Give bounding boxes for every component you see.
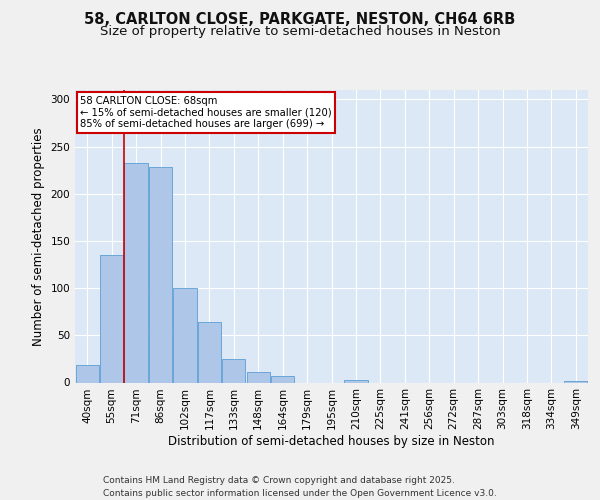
X-axis label: Distribution of semi-detached houses by size in Neston: Distribution of semi-detached houses by …	[168, 435, 495, 448]
Bar	[76, 364, 99, 382]
Bar	[173, 288, 197, 382]
Bar	[124, 162, 148, 382]
Text: Contains HM Land Registry data © Crown copyright and database right 2025.
Contai: Contains HM Land Registry data © Crown c…	[103, 476, 497, 498]
Bar	[198, 322, 221, 382]
Bar	[100, 255, 123, 382]
Text: 58 CARLTON CLOSE: 68sqm
← 15% of semi-detached houses are smaller (120)
85% of s: 58 CARLTON CLOSE: 68sqm ← 15% of semi-de…	[80, 96, 332, 129]
Y-axis label: Number of semi-detached properties: Number of semi-detached properties	[32, 127, 45, 346]
Bar	[344, 380, 368, 382]
Text: 58, CARLTON CLOSE, PARKGATE, NESTON, CH64 6RB: 58, CARLTON CLOSE, PARKGATE, NESTON, CH6…	[85, 12, 515, 28]
Bar	[271, 376, 294, 382]
Bar	[222, 359, 245, 382]
Bar	[564, 380, 587, 382]
Bar	[149, 168, 172, 382]
Text: Size of property relative to semi-detached houses in Neston: Size of property relative to semi-detach…	[100, 25, 500, 38]
Bar	[247, 372, 270, 382]
